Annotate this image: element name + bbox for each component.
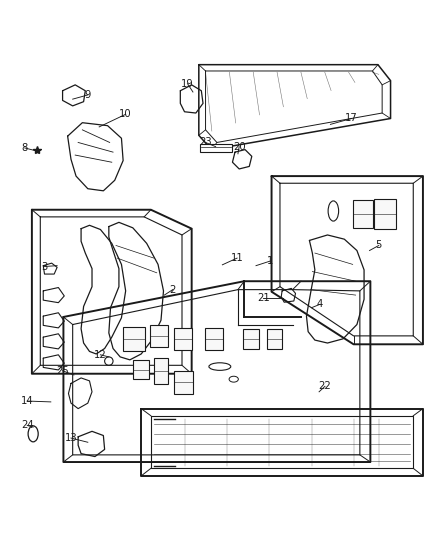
Bar xyxy=(205,328,223,350)
Text: 22: 22 xyxy=(318,381,331,391)
Bar xyxy=(154,358,168,384)
Bar xyxy=(151,325,168,347)
Bar xyxy=(374,199,396,229)
Bar xyxy=(174,328,192,350)
Text: 13: 13 xyxy=(65,433,77,443)
Text: 1: 1 xyxy=(267,256,273,266)
Bar xyxy=(133,360,149,379)
Bar xyxy=(200,144,232,152)
Text: 12: 12 xyxy=(94,350,107,360)
Text: 10: 10 xyxy=(119,109,132,119)
Text: 25: 25 xyxy=(56,366,69,376)
Bar xyxy=(266,329,283,349)
Text: 8: 8 xyxy=(21,143,28,153)
Text: 11: 11 xyxy=(231,253,244,263)
Text: 14: 14 xyxy=(21,396,34,406)
Text: 20: 20 xyxy=(233,142,245,152)
Text: 9: 9 xyxy=(85,90,91,100)
Text: 5: 5 xyxy=(376,240,382,251)
Bar xyxy=(174,370,193,394)
Text: 2: 2 xyxy=(170,285,176,295)
Text: 24: 24 xyxy=(21,421,34,431)
Text: 17: 17 xyxy=(345,114,358,124)
Text: 4: 4 xyxy=(317,300,323,309)
Bar xyxy=(353,200,373,228)
Bar xyxy=(123,327,145,351)
Text: 3: 3 xyxy=(41,262,48,271)
Text: 23: 23 xyxy=(199,138,212,148)
Bar xyxy=(243,329,258,349)
Text: 21: 21 xyxy=(257,293,269,303)
Text: 19: 19 xyxy=(181,78,194,88)
